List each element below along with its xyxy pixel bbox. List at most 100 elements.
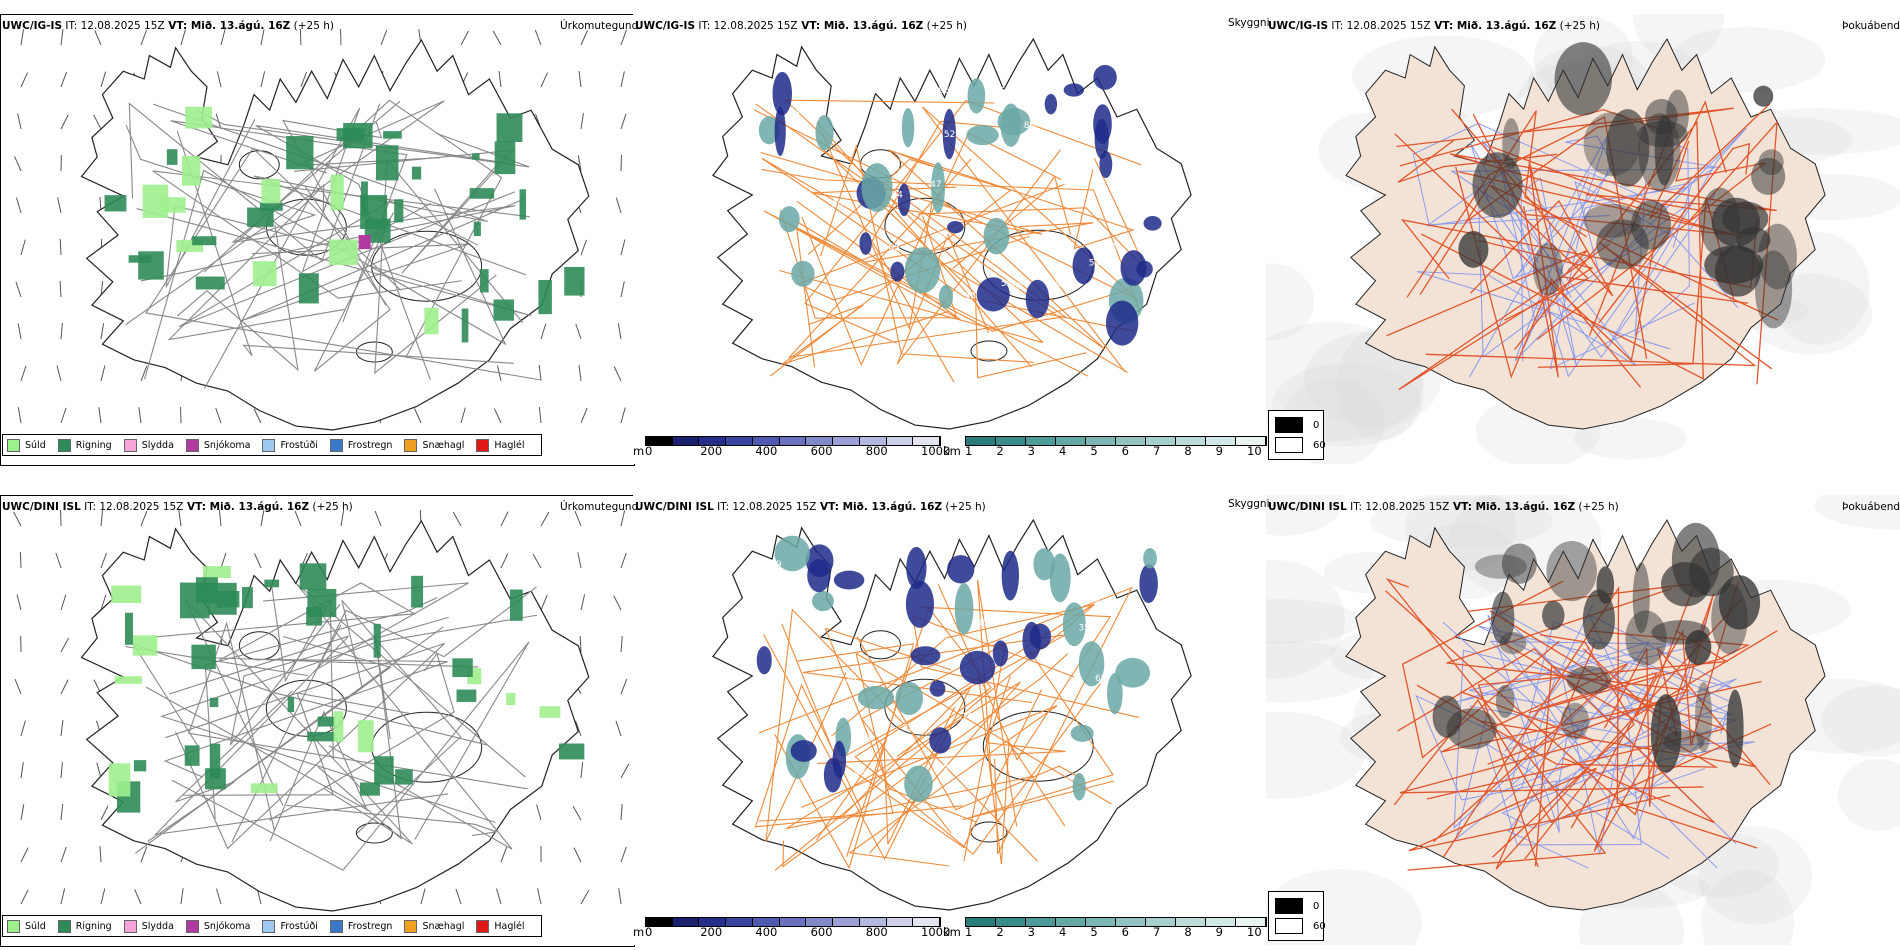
visibility-panel-row2: 45 62 46 35 52 49 65 76 96 88 23 73 43 29 20 76 67 xyxy=(633,495,1266,945)
colorbar-segment xyxy=(859,918,887,926)
wind-barb xyxy=(540,511,550,527)
precip-cell xyxy=(360,195,388,229)
colorbar-tick: 200 xyxy=(700,444,723,458)
fog-blob xyxy=(1663,730,1705,753)
precip-type-legend-row1: Súld Rigning Slydda Snjókoma Frostúði Frostre… xyxy=(2,434,542,456)
wind-barb xyxy=(577,155,582,172)
road-line xyxy=(154,635,449,836)
height-colorbar-row2: m 0 200 400 600 800 1000 xyxy=(633,917,950,939)
precip-cell xyxy=(330,174,344,211)
visibility-cell xyxy=(967,78,986,114)
precip-legend-item: Snjókoma xyxy=(185,919,250,933)
colorbar-tick: 1 xyxy=(965,925,973,939)
visibility-value-label: 45 xyxy=(795,623,806,633)
colorbar-unit: m xyxy=(633,925,645,939)
colorbar-tick: 7 xyxy=(1153,925,1161,939)
wind-barb xyxy=(617,323,622,340)
wind-barb xyxy=(140,365,148,382)
visibility-cell xyxy=(1001,550,1019,601)
wind-barb xyxy=(178,510,182,527)
wind-barb xyxy=(580,239,587,256)
precip-legend-item: Haglél xyxy=(476,919,525,933)
colorbar-segment xyxy=(913,918,941,926)
fog-swatch xyxy=(1275,437,1303,453)
colorbar-tick: 800 xyxy=(865,925,888,939)
colorbar-unit: km xyxy=(943,444,961,458)
fog-blob xyxy=(1596,219,1649,270)
precip-cell xyxy=(383,131,402,139)
legend-swatch xyxy=(185,919,199,933)
fog-legend-row2: 0 60 xyxy=(1268,891,1326,941)
colorbar-segment xyxy=(1026,437,1056,445)
precip-cell xyxy=(496,113,523,142)
road-line xyxy=(796,221,1094,263)
precip-cell xyxy=(472,153,480,160)
visibility-cell xyxy=(1049,553,1071,603)
wind-barb xyxy=(580,762,584,779)
road-line xyxy=(758,586,1133,855)
fog-blob xyxy=(1561,702,1590,740)
fog-blob xyxy=(1632,562,1650,634)
wind-barb xyxy=(20,889,29,905)
wind-barb xyxy=(536,804,542,821)
fog-blob xyxy=(1582,589,1615,650)
legend-label: Rigning xyxy=(75,920,112,932)
fog-blob xyxy=(1502,117,1521,169)
fog-blob xyxy=(1718,575,1761,630)
visibility-cell xyxy=(778,206,800,233)
fog-blob xyxy=(1596,566,1615,604)
wind-barb xyxy=(138,407,142,424)
fog-panel-row2 xyxy=(1266,495,1900,945)
precip-cell xyxy=(306,607,322,626)
iceland-land xyxy=(1345,37,1826,430)
fog-blob xyxy=(1491,591,1515,645)
precip-cell xyxy=(286,136,314,170)
header-visibility-row2: UWC/DINI ISL IT: 12.08.2025 15Z VT: Mið.… xyxy=(635,501,986,513)
legend-swatch xyxy=(7,919,20,933)
fog-blob xyxy=(1532,242,1563,296)
road-line xyxy=(1398,239,1611,391)
fog-map-svg-1 xyxy=(1266,14,1900,464)
precip-type-legend-row2: Súld Rigning Slydda Snjókoma Frostúði Frostre… xyxy=(2,915,542,937)
fog-blob xyxy=(1758,149,1784,176)
wind-barb xyxy=(500,553,509,569)
visibility-cell xyxy=(791,260,815,287)
wind-barb xyxy=(260,510,265,527)
colorbar-segment xyxy=(806,918,834,926)
wind-barb xyxy=(620,281,625,298)
fog-haze xyxy=(1668,27,1826,92)
precip-cell xyxy=(202,566,231,578)
visibility-cell xyxy=(992,640,1009,667)
visibility-cell xyxy=(815,114,834,151)
wind-barb xyxy=(620,678,628,695)
visibility-value-label: 65 xyxy=(1095,674,1106,684)
river-line xyxy=(1501,705,1736,829)
visibility-value-label: 20 xyxy=(845,675,857,685)
visibility-cell xyxy=(906,546,927,590)
colorbar-segment xyxy=(996,918,1026,926)
wind-barb xyxy=(620,407,626,424)
visibility-cell xyxy=(758,116,780,145)
wind-barb xyxy=(580,30,588,46)
colorbar-segment xyxy=(1056,437,1086,445)
wind-barb xyxy=(573,847,582,863)
precip-cell-snow xyxy=(358,235,371,249)
wind-barb xyxy=(13,511,22,527)
wind-barb xyxy=(180,29,186,46)
wind-barb xyxy=(574,510,582,527)
visibility-value-label: 52 xyxy=(944,130,955,140)
visibility-cell xyxy=(857,685,895,710)
wind-barb xyxy=(620,804,623,821)
wind-barb xyxy=(56,365,62,382)
colorbar-tick: 3 xyxy=(1027,925,1035,939)
road-line xyxy=(282,119,387,306)
precip-legend-item: Snæhagl xyxy=(404,438,464,452)
precip-panel-row1 xyxy=(0,14,635,466)
legend-label: Súld xyxy=(25,920,46,932)
legend-label: Frostregn xyxy=(347,920,393,932)
wind-barb xyxy=(340,510,345,527)
header-fog-row1: UWC/IG-IS IT: 12.08.2025 15Z VT: Mið. 13… xyxy=(1268,20,1600,32)
wind-barb xyxy=(613,366,622,382)
precip-cell xyxy=(261,179,281,204)
visibility-value-label: 73 xyxy=(911,639,922,649)
